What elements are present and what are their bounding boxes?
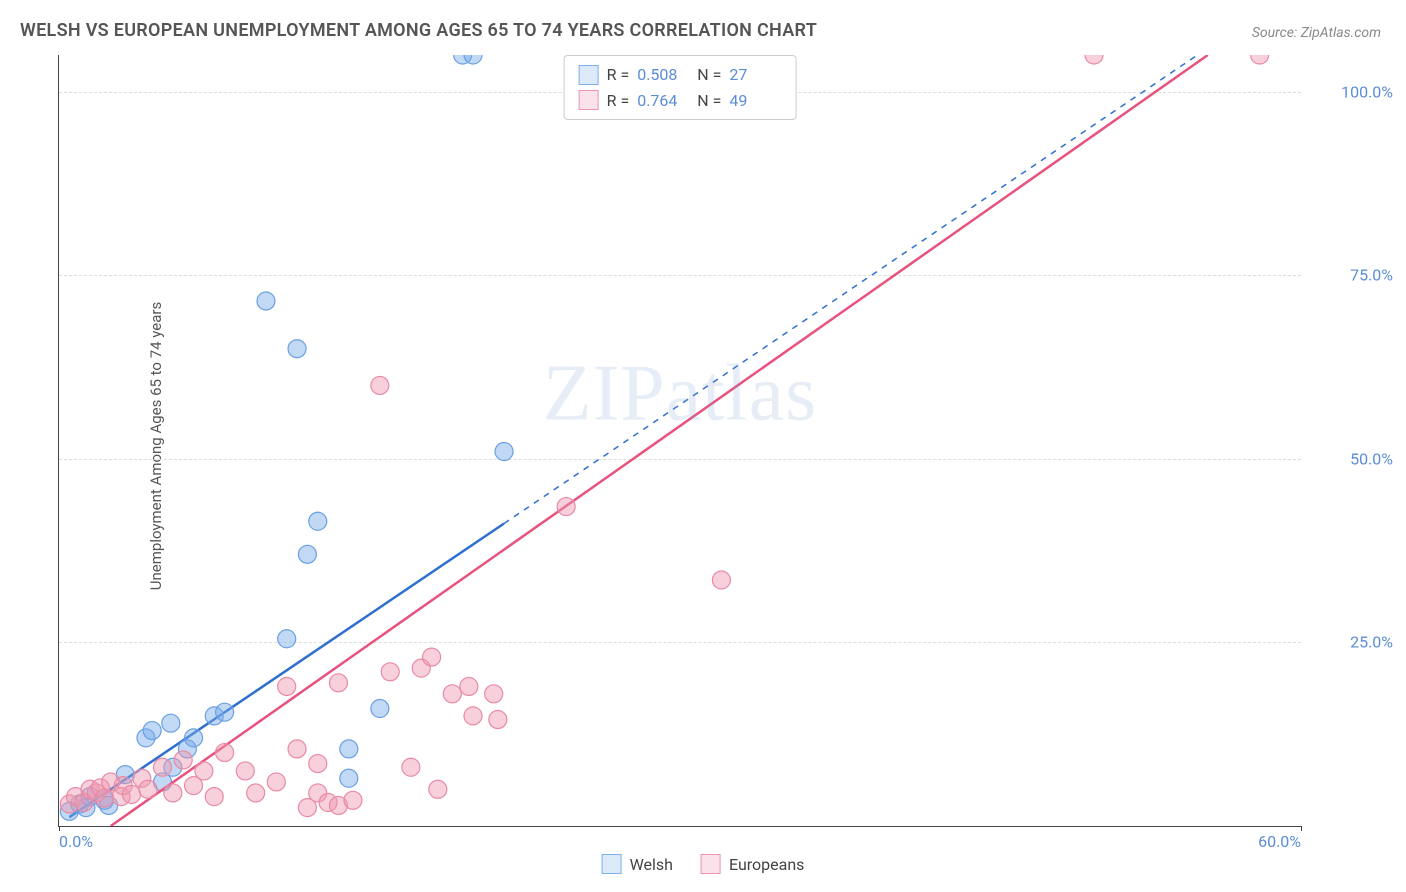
legend-stats-row-welsh: R = 0.508 N = 27 xyxy=(579,62,782,88)
data-point xyxy=(443,685,461,703)
data-point xyxy=(216,703,234,721)
x-tick-label: 60.0% xyxy=(1258,832,1301,851)
data-point xyxy=(205,788,223,806)
data-point xyxy=(460,677,478,695)
data-point xyxy=(96,789,114,807)
data-point xyxy=(371,376,389,394)
legend-stats-row-europeans: R = 0.764 N = 49 xyxy=(579,88,782,114)
data-point xyxy=(267,773,285,791)
data-point xyxy=(278,630,296,648)
n-value-europeans: 49 xyxy=(729,88,781,114)
n-label: N = xyxy=(697,88,721,114)
data-point xyxy=(309,512,327,530)
y-tick-label: 75.0% xyxy=(1308,266,1393,285)
data-point xyxy=(164,784,182,802)
plot-svg xyxy=(59,55,1301,826)
r-value-welsh: 0.508 xyxy=(637,62,689,88)
data-point xyxy=(185,729,203,747)
legend-swatch-welsh-bottom xyxy=(602,854,622,874)
y-tick-label: 25.0% xyxy=(1308,633,1393,652)
legend-label-europeans: Europeans xyxy=(729,855,804,874)
y-tick-label: 100.0% xyxy=(1308,82,1393,101)
data-point xyxy=(381,663,399,681)
data-point xyxy=(247,784,265,802)
data-point xyxy=(174,751,192,769)
data-point xyxy=(309,755,327,773)
data-point xyxy=(344,791,362,809)
r-label: R = xyxy=(607,62,630,88)
data-point xyxy=(429,780,447,798)
trend-line-dashed xyxy=(504,55,1197,524)
chart-container: WELSH VS EUROPEAN UNEMPLOYMENT AMONG AGE… xyxy=(0,0,1406,892)
r-value-europeans: 0.764 xyxy=(637,88,689,114)
legend-correlation-stats: R = 0.508 N = 27 R = 0.764 N = 49 xyxy=(564,55,797,120)
data-point xyxy=(154,758,172,776)
data-point xyxy=(122,785,140,803)
legend-swatch-welsh xyxy=(579,65,599,85)
data-point xyxy=(557,498,575,516)
data-point xyxy=(236,762,254,780)
data-point xyxy=(139,780,157,798)
legend-label-welsh: Welsh xyxy=(630,855,673,874)
plot-area: ZIPatlas R = 0.508 N = 27 R = 0.764 N = … xyxy=(58,55,1301,827)
data-point xyxy=(278,677,296,695)
y-tick-label: 50.0% xyxy=(1308,449,1393,468)
source-attribution: Source: ZipAtlas.com xyxy=(1252,25,1381,41)
data-point xyxy=(340,769,358,787)
legend-swatch-europeans-bottom xyxy=(701,854,721,874)
data-point xyxy=(195,762,213,780)
data-point xyxy=(402,758,420,776)
data-point xyxy=(162,714,180,732)
trend-line xyxy=(111,55,1208,826)
legend-item-europeans: Europeans xyxy=(701,854,804,874)
legend-item-welsh: Welsh xyxy=(602,854,673,874)
data-point xyxy=(464,707,482,725)
data-point xyxy=(495,443,513,461)
data-point xyxy=(489,711,507,729)
data-point xyxy=(712,571,730,589)
n-label: N = xyxy=(697,62,721,88)
data-point xyxy=(288,340,306,358)
data-point xyxy=(1251,55,1269,64)
data-point xyxy=(1085,55,1103,64)
data-point xyxy=(257,292,275,310)
data-point xyxy=(288,740,306,758)
r-label: R = xyxy=(607,88,630,114)
data-point xyxy=(371,700,389,718)
n-value-welsh: 27 xyxy=(729,62,781,88)
legend-bottom: Welsh Europeans xyxy=(602,854,805,874)
x-tick-label: 0.0% xyxy=(59,832,93,851)
data-point xyxy=(329,674,347,692)
data-point xyxy=(298,545,316,563)
legend-swatch-europeans xyxy=(579,90,599,110)
chart-title: WELSH VS EUROPEAN UNEMPLOYMENT AMONG AGE… xyxy=(20,20,817,41)
data-point xyxy=(143,722,161,740)
data-point xyxy=(423,648,441,666)
data-point xyxy=(216,744,234,762)
data-point xyxy=(485,685,503,703)
data-point xyxy=(340,740,358,758)
